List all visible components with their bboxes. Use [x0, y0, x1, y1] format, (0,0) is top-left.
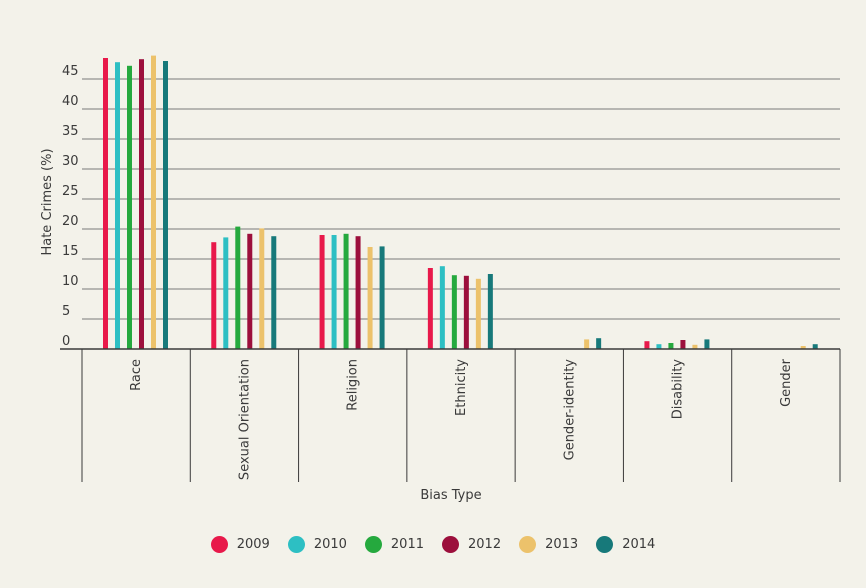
bar-2013-2	[367, 247, 373, 349]
bar-2011-1	[235, 226, 241, 349]
bar-2012-1	[247, 233, 253, 349]
y-tick-label: 40	[62, 94, 79, 109]
bar-2013-0	[151, 55, 156, 349]
x-axis-title: Bias Type	[420, 488, 481, 503]
bar-2013-5	[692, 344, 698, 349]
y-axis-title: Hate Crimes (%)	[40, 148, 55, 255]
bar-2010-0	[115, 62, 120, 349]
legend-item-2009: 2009	[210, 536, 270, 553]
bar-2013-1	[259, 228, 265, 349]
legend-label: 2012	[468, 537, 502, 552]
legend-swatch	[442, 536, 459, 553]
legend-item-2013: 2013	[519, 536, 578, 553]
legend-swatch	[519, 536, 537, 553]
bar-2013-3	[475, 278, 481, 349]
legend: 2009 2010 2011 2012 2013 2014	[0, 536, 866, 553]
legend-label: 2010	[313, 537, 347, 552]
axes: 0 5 10 15 20 25 30 35 40 45 Race Sexual Orientation…	[60, 64, 841, 482]
bar-2010-2	[331, 235, 337, 349]
y-tick-label: 5	[62, 304, 70, 319]
bar-2011-3	[451, 275, 457, 349]
y-tick-label: 25	[62, 184, 79, 199]
legend-swatch	[364, 536, 382, 553]
bar-2009-0	[103, 58, 108, 349]
bar-2009-2	[319, 235, 325, 349]
gridlines	[82, 78, 840, 320]
legend-item-2010: 2010	[287, 536, 347, 553]
y-tick-label: 20	[62, 214, 79, 229]
bar-2009-5	[644, 341, 650, 349]
y-tick-label: 45	[62, 64, 79, 79]
legend-item-2011: 2011	[364, 536, 424, 553]
bar-2013-4	[584, 339, 590, 349]
x-tick-label: Ethnicity	[454, 359, 469, 416]
bar-2014-0	[163, 61, 168, 349]
bar-2010-3	[439, 266, 445, 349]
bar-2010-1	[223, 237, 229, 349]
y-tick-label: 35	[62, 124, 79, 139]
bar-2014-2	[379, 246, 385, 349]
x-tick-label: Disability	[671, 359, 686, 420]
bar-2009-1	[211, 242, 217, 349]
y-tick-label: 10	[62, 274, 79, 289]
bar-2014-1	[271, 236, 277, 349]
bar-2012-5	[680, 340, 686, 349]
x-tick-label: Sexual Orientation	[237, 359, 252, 480]
legend-swatch	[210, 536, 228, 553]
bars	[103, 55, 818, 350]
bar-2011-2	[343, 233, 349, 349]
legend-label: 2013	[545, 537, 579, 552]
bar-2013-6	[800, 346, 806, 349]
y-tick-label: 15	[62, 244, 79, 259]
bar-2014-3	[487, 274, 493, 349]
bar-2014-6	[812, 344, 818, 349]
bar-2011-5	[668, 343, 674, 349]
legend-item-2014: 2014	[596, 536, 655, 553]
bar-chart: 0 5 10 15 20 25 30 35 40 45 Race Sexual Orientation…	[40, 55, 841, 503]
legend-label: 2009	[236, 537, 270, 552]
x-tick-label: Race	[129, 359, 144, 391]
bar-2012-3	[463, 275, 469, 349]
bar-2011-0	[127, 65, 132, 350]
y-tick-label: 0	[62, 334, 70, 349]
bar-2010-5	[656, 344, 662, 349]
x-tick-label: Gender	[779, 358, 794, 407]
bar-2009-3	[427, 268, 433, 349]
bar-2014-5	[704, 339, 710, 349]
legend-label: 2014	[622, 537, 656, 552]
bar-2012-0	[139, 59, 144, 349]
legend-swatch	[287, 536, 305, 553]
legend-swatch	[596, 536, 614, 553]
x-tick-label: Religion	[346, 359, 361, 411]
legend-item-2012: 2012	[442, 536, 501, 553]
x-tick-label: Gender-identity	[562, 359, 577, 461]
bar-2012-2	[355, 236, 361, 349]
bar-2014-4	[596, 338, 602, 349]
legend-label: 2011	[390, 537, 424, 552]
y-tick-label: 30	[62, 154, 79, 169]
